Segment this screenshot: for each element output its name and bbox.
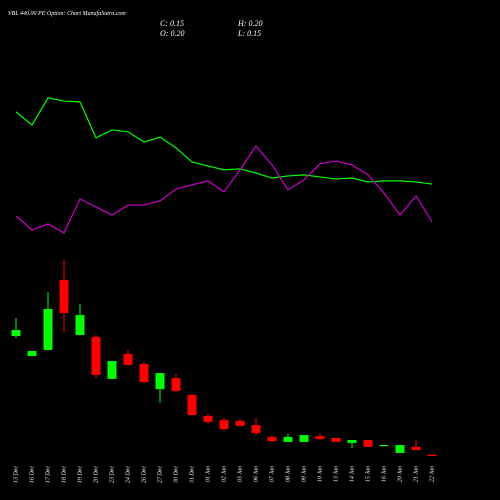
candle-body [347,440,357,443]
candle-body [43,309,53,350]
x-tick-label: 22 Jan [429,466,435,482]
candle-body [235,420,245,426]
candle-body [331,437,341,442]
x-tick-label: 06 Jan [253,466,259,482]
x-tick-label: 30 Dec [173,466,179,484]
x-tick-label: 16 Dec [29,466,35,483]
x-tick-label: 03 Jan [237,466,243,482]
candle-body [411,446,421,451]
indicator-line [15,144,433,234]
candle-body [123,353,133,365]
candle-body [155,373,165,390]
x-tick-label: 15 Jan [365,466,371,482]
x-tick-label: 24 Dec [124,466,131,483]
candle-body [107,361,117,379]
candle-body [267,436,277,442]
x-tick-label: 16 Jan [381,466,387,482]
candle-body [75,315,85,336]
candle-body [251,425,261,433]
candle-body [379,445,389,447]
candle-body [203,415,213,422]
x-tick-label: 31 Dec [189,466,195,484]
chart-title: VBL 440.00 PE Option: Chart MunafaSutra.… [8,10,126,17]
x-tick-label: 20 Jan [397,466,403,482]
candle-body [219,420,229,430]
candle-body [299,435,309,442]
indicator-line [15,97,433,185]
candle-body [11,330,21,337]
x-tick-label: 13 Dec [13,466,19,483]
candle-body [27,351,37,357]
candle-body [171,378,181,391]
x-tick-label: 18 Dec [61,466,67,483]
info-open: O: 0.20 [160,29,184,38]
x-tick-label: 10 Jan [317,466,323,482]
candle-body [315,436,325,439]
x-tick-label: 14 Jan [348,466,355,482]
candle-body [187,394,197,416]
x-tick-label: 09 Jan [301,466,307,482]
x-tick-label: 19 Dec [77,466,83,483]
x-tick-label: 26 Dec [141,466,147,483]
x-tick-label: 07 Jan [269,466,275,482]
candle-body [283,436,293,442]
candle-body [427,454,437,457]
x-tick-label: 21 Jan [413,466,419,482]
x-tick-label: 08 Jan [285,466,291,482]
x-tick-label: 23 Dec [109,466,115,483]
info-low: L: 0.15 [237,29,261,38]
x-tick-label: 01 Jan [205,466,211,482]
info-close: C: 0.15 [160,19,184,28]
candle-body [91,336,101,375]
x-tick-label: 17 Dec [45,466,51,483]
x-tick-label: 02 Jan [221,466,227,482]
x-tick-label: 13 Jan [333,466,339,482]
candle-body [395,445,405,453]
info-high: H: 0.20 [237,19,262,28]
candle-body [363,440,373,447]
candle-body [139,363,149,383]
x-tick-label: 20 Dec [93,466,99,483]
x-tick-label: 27 Dec [157,466,163,483]
candle-body [59,279,69,313]
